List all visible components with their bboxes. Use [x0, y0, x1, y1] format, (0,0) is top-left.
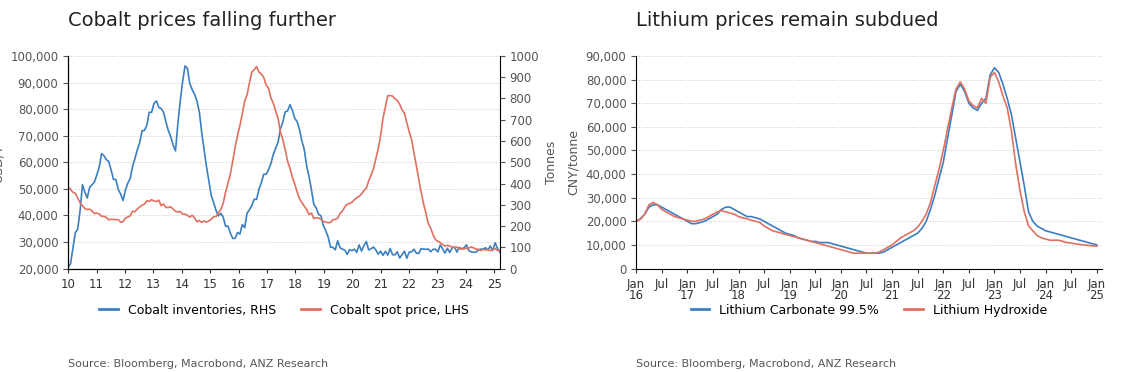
Text: 17: 17	[679, 289, 695, 302]
Text: 21: 21	[885, 289, 900, 302]
Legend: Lithium Carbonate 99.5%, Lithium Hydroxide: Lithium Carbonate 99.5%, Lithium Hydroxi…	[686, 299, 1052, 322]
Y-axis label: Tonnes: Tonnes	[545, 141, 558, 184]
Y-axis label: CNY/tonne: CNY/tonne	[567, 129, 580, 195]
Text: Source: Bloomberg, Macrobond, ANZ Research: Source: Bloomberg, Macrobond, ANZ Resear…	[636, 359, 896, 369]
Legend: Cobalt inventories, RHS, Cobalt spot price, LHS: Cobalt inventories, RHS, Cobalt spot pri…	[94, 299, 474, 322]
Text: 19: 19	[783, 289, 797, 302]
Text: Source: Bloomberg, Macrobond, ANZ Research: Source: Bloomberg, Macrobond, ANZ Resear…	[68, 359, 328, 369]
Text: 25: 25	[1089, 289, 1104, 302]
Text: 20: 20	[834, 289, 849, 302]
Text: 16: 16	[628, 289, 644, 302]
Text: Lithium prices remain subdued: Lithium prices remain subdued	[636, 11, 938, 30]
Text: 22: 22	[936, 289, 951, 302]
Text: Cobalt prices falling further: Cobalt prices falling further	[68, 11, 336, 30]
Text: 18: 18	[732, 289, 746, 302]
Y-axis label: USD/T: USD/T	[0, 143, 5, 182]
Text: 23: 23	[987, 289, 1002, 302]
Text: 24: 24	[1038, 289, 1053, 302]
